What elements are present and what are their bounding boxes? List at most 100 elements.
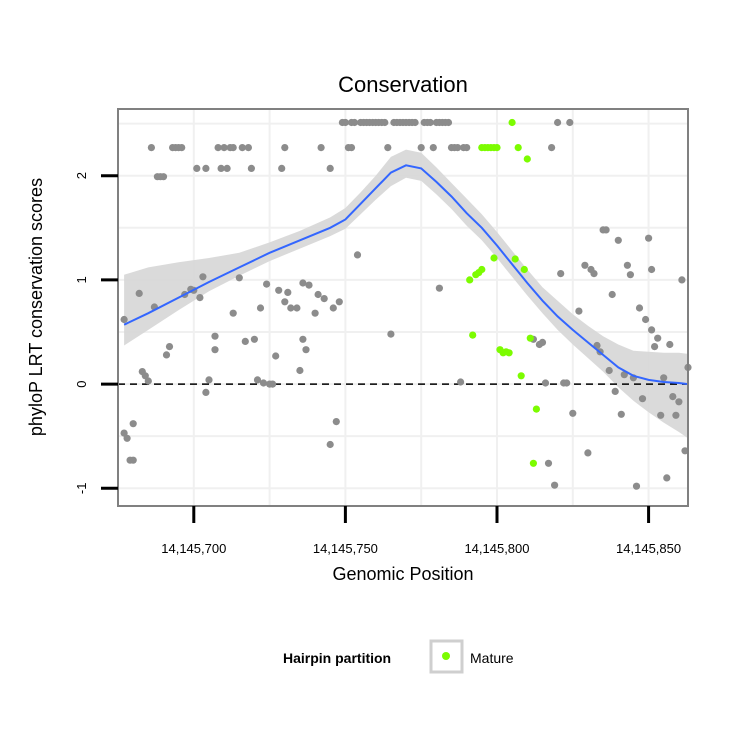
mature-point	[529, 459, 538, 467]
mature-point	[517, 372, 525, 380]
other-point	[335, 298, 343, 306]
other-point	[381, 118, 389, 127]
other-point	[220, 144, 228, 152]
other-point	[332, 418, 340, 426]
other-point	[120, 429, 128, 437]
other-point	[632, 482, 641, 490]
other-point	[617, 410, 625, 418]
other-point	[429, 144, 437, 152]
other-point	[611, 387, 619, 395]
other-point	[454, 144, 462, 152]
legend-key-box	[429, 639, 464, 674]
y-axis-tick-label: 0	[74, 380, 89, 387]
other-point	[193, 164, 201, 172]
legend: Hairpin partition Mature	[283, 639, 514, 674]
other-point	[120, 315, 128, 324]
other-point	[435, 284, 443, 292]
other-point	[411, 118, 419, 127]
other-point	[275, 286, 283, 294]
mature-point	[493, 144, 501, 152]
other-point	[217, 164, 225, 172]
smooth-fit	[123, 164, 689, 386]
mature-point	[514, 144, 522, 152]
other-point	[645, 234, 653, 242]
mature-point	[520, 265, 528, 274]
other-point	[681, 447, 689, 455]
mature-point	[490, 254, 498, 262]
other-point	[663, 474, 671, 482]
data-points	[120, 118, 692, 490]
y-axis-tick-label: -1	[74, 483, 89, 495]
mature-point	[532, 405, 541, 413]
other-point	[541, 379, 550, 387]
other-point	[623, 261, 632, 269]
other-point	[463, 144, 471, 152]
other-point	[554, 118, 562, 127]
other-point	[384, 144, 392, 152]
other-point	[317, 144, 325, 152]
other-point	[247, 164, 255, 172]
other-point	[272, 352, 280, 360]
x-axis-tick-label: 14,145,700	[161, 541, 226, 556]
x-axis-title: Genomic Position	[332, 564, 473, 584]
other-point	[314, 290, 322, 299]
other-point	[129, 456, 137, 464]
chart-title: Conservation	[338, 72, 468, 97]
other-point	[229, 309, 237, 317]
other-point	[281, 144, 289, 152]
other-point	[614, 236, 622, 244]
other-point	[353, 251, 362, 259]
other-point	[651, 343, 659, 351]
other-point	[263, 280, 271, 288]
other-point	[666, 340, 674, 349]
other-point	[672, 411, 680, 419]
other-point	[305, 281, 313, 289]
other-point	[196, 294, 204, 302]
other-point	[299, 335, 307, 343]
other-point	[214, 144, 222, 152]
other-point	[299, 279, 307, 287]
other-point	[223, 164, 231, 172]
other-point	[657, 411, 665, 419]
other-point	[144, 377, 152, 385]
other-point	[326, 164, 334, 172]
other-point	[211, 346, 219, 354]
other-point	[675, 398, 683, 406]
legend-key-mature-dot	[442, 652, 450, 660]
other-point	[557, 270, 565, 278]
other-point	[584, 449, 592, 457]
other-point	[563, 379, 571, 387]
plot-panel	[117, 108, 692, 507]
other-point	[669, 393, 677, 401]
other-point	[569, 409, 577, 417]
other-point	[241, 337, 249, 345]
other-point	[253, 376, 262, 384]
other-point	[326, 440, 334, 449]
mature-point	[511, 255, 519, 263]
other-point	[129, 420, 137, 428]
other-point	[311, 309, 319, 317]
other-point	[250, 335, 258, 343]
other-point	[229, 144, 237, 152]
x-axis-tick-label: 14,145,750	[313, 541, 378, 556]
other-point	[278, 164, 286, 172]
x-axis-tick-label: 14,145,800	[464, 541, 529, 556]
other-point	[302, 346, 310, 354]
other-point	[620, 371, 628, 379]
other-point	[162, 351, 171, 359]
legend-label-mature: Mature	[470, 650, 514, 666]
other-point	[244, 144, 252, 152]
other-point	[605, 366, 613, 375]
other-point	[602, 226, 610, 234]
other-point	[347, 144, 356, 152]
other-point	[259, 379, 268, 387]
other-point	[426, 118, 434, 127]
other-point	[281, 298, 289, 306]
other-point	[165, 343, 174, 351]
other-point	[654, 334, 662, 342]
other-point	[159, 173, 168, 181]
other-point	[387, 330, 395, 338]
other-point	[648, 265, 656, 274]
mature-point	[466, 276, 474, 284]
